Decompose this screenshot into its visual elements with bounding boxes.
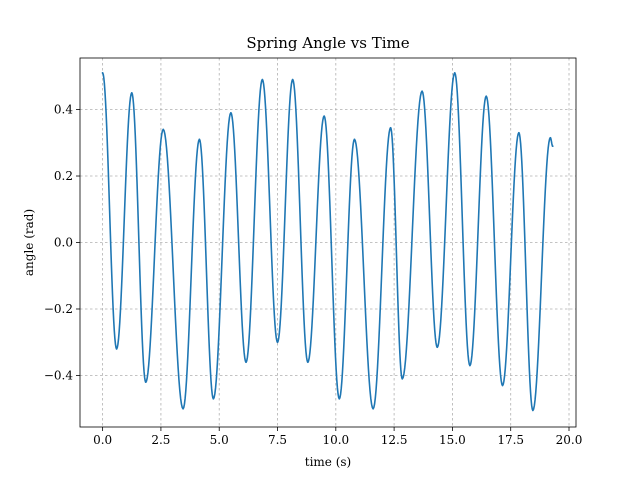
angle-data-point (501, 384, 504, 387)
y-axis-label: angle (rad) (22, 209, 36, 276)
angle-data-point (401, 377, 404, 380)
angle-data-point (162, 128, 165, 131)
angle-data-point (276, 341, 279, 344)
y-tick-label: 0.0 (54, 236, 73, 250)
angle-data-point (101, 72, 104, 74)
angle-data-point (372, 407, 375, 410)
angle-series-line (101, 72, 554, 412)
angle-data-point (182, 407, 184, 410)
x-tick-label: 17.5 (497, 433, 524, 447)
angle-data-point (531, 409, 534, 412)
x-tick-label: 20.0 (556, 433, 583, 447)
angle-data-point (421, 90, 423, 93)
angle-data-point (130, 92, 133, 94)
angle-data-point (436, 346, 439, 349)
angle-data-point (261, 78, 264, 81)
angle-data-point (229, 111, 232, 114)
x-tick-label: 12.5 (381, 433, 408, 447)
angle-data-point (389, 126, 392, 129)
series-layer (101, 72, 554, 412)
plot-frame (79, 57, 577, 428)
y-tick-label: 0.4 (54, 103, 73, 117)
angle-data-point (453, 72, 456, 74)
angle-data-point (551, 145, 554, 147)
chart-title: Spring Angle vs Time (246, 34, 409, 52)
angle-data-point (517, 131, 520, 134)
angle-data-point (338, 397, 341, 400)
angle-data-point (144, 381, 147, 384)
angle-data-point (323, 115, 326, 118)
angle-data-point (115, 347, 118, 350)
angle-data-point (198, 138, 201, 141)
x-tick-label: 0.0 (93, 433, 112, 447)
angle-data-point (291, 78, 294, 81)
y-tick-label: −0.2 (44, 302, 73, 316)
x-tick-label: 5.0 (210, 433, 229, 447)
y-tick-label: −0.4 (44, 368, 74, 382)
y-tick-label: 0.2 (54, 169, 73, 183)
x-tick-label: 7.5 (268, 433, 287, 447)
angle-data-point (549, 136, 552, 139)
angle-data-point (353, 138, 356, 141)
x-tick-label: 15.0 (439, 433, 466, 447)
angle-data-point (306, 361, 309, 364)
x-tick-label: 10.0 (322, 433, 349, 447)
angle-data-point (468, 364, 471, 367)
angle-data-point (245, 361, 247, 364)
angle-data-point (485, 95, 488, 98)
angle-data-point (212, 397, 215, 400)
tick-layer: 0.0 2.5 5.0 7.5 10.0 12.5 15.0 17.5 20.0 −0.4 −0.2… (44, 103, 583, 447)
x-axis-label: time (s) (305, 455, 351, 469)
x-tick-label: 2.5 (151, 433, 170, 447)
